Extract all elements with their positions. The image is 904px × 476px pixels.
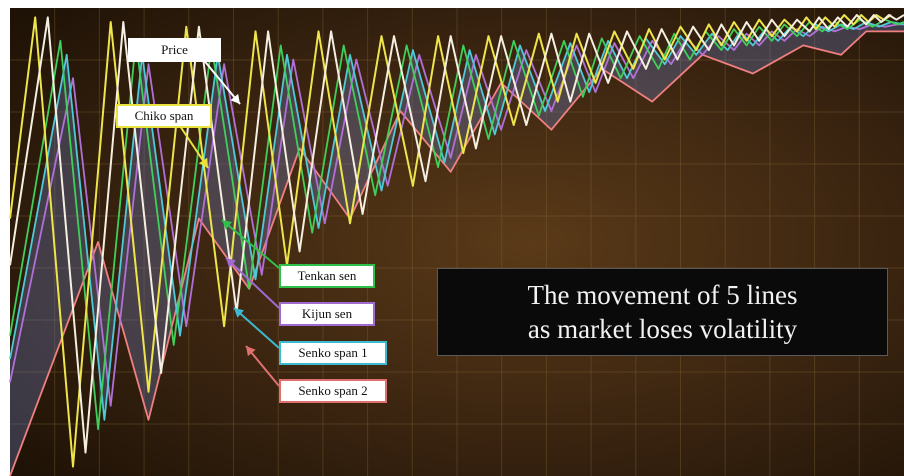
series-line-chiko-span	[9, 14, 892, 468]
annotation-senko-span-2: Senko span 2	[279, 379, 387, 403]
caption-line-2: as market loses volatility	[527, 314, 798, 344]
caption-line-1: The movement of 5 lines	[527, 280, 798, 310]
cloud-band-fill	[10, 22, 904, 476]
annotation-kijun-sen: Kijun sen	[279, 302, 375, 326]
series-lines	[9, 14, 904, 476]
arrow-senko-span-2-head	[246, 346, 256, 357]
cloud-band	[10, 22, 904, 476]
arrow-tenkan-sen	[221, 219, 280, 269]
arrow-senko-span-1	[233, 307, 280, 349]
arrow-chiko-span-head	[198, 157, 208, 168]
annotation-price: Price	[128, 38, 221, 62]
annotation-arrows	[179, 57, 280, 387]
annotation-chiko-span: Chiko span	[116, 104, 212, 128]
arrow-tenkan-sen-head	[222, 220, 233, 230]
annotation-senko-span-1: Senko span 1	[279, 341, 387, 365]
annotation-tenkan-sen: Tenkan sen	[279, 264, 375, 288]
arrow-kijun-sen	[225, 257, 280, 309]
series-line-senko-span-1	[9, 21, 904, 421]
plot-background	[10, 8, 904, 476]
arrow-price-head	[230, 93, 240, 104]
series-line-price	[9, 14, 904, 454]
caption-box: The movement of 5 lines as market loses …	[437, 268, 888, 356]
arrow-price	[201, 57, 241, 105]
arrow-kijun-sen-head	[226, 258, 236, 268]
arrow-senko-span-1-head	[234, 308, 244, 318]
